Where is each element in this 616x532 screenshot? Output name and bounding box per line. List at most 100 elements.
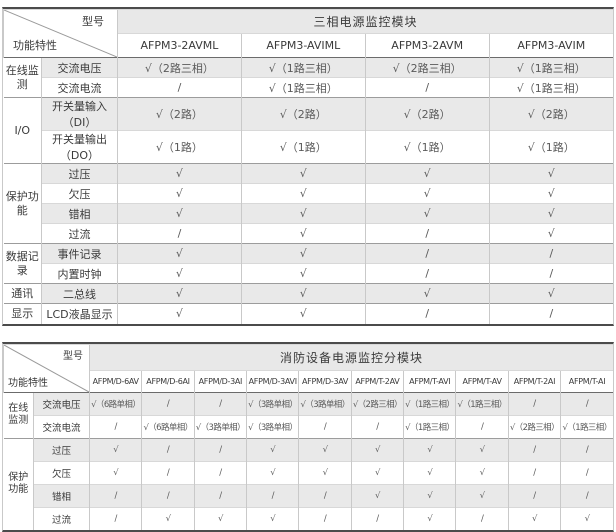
- value-cell: /: [194, 461, 246, 484]
- value-cell: √: [404, 507, 456, 530]
- table-row: 过流/√√√//√/√√: [4, 507, 614, 530]
- corner-feature-label: 功能特性: [8, 374, 48, 389]
- value-cell: /: [142, 392, 194, 415]
- column-header: AFPM3-2AVML: [118, 34, 242, 58]
- table-row: 过流/√/√: [4, 224, 614, 244]
- value-cell: √: [561, 507, 613, 530]
- column-header: AFPM/T-2AI: [508, 370, 560, 392]
- group-label: 数据记录: [4, 244, 42, 284]
- value-cell: √: [365, 284, 489, 304]
- value-cell: √（2路三相）: [118, 58, 242, 78]
- row-label: 开关量输出（DO）: [42, 131, 118, 164]
- table-title: 三相电源监控模块: [118, 10, 614, 34]
- value-cell: /: [365, 244, 489, 264]
- column-header: AFPM/T-AV: [456, 370, 508, 392]
- value-cell: √: [489, 184, 613, 204]
- value-cell: √: [241, 304, 365, 324]
- value-cell: /: [247, 484, 299, 507]
- column-header: AFPM/D-6AI: [142, 370, 194, 392]
- value-cell: /: [365, 264, 489, 284]
- value-cell: √: [456, 484, 508, 507]
- value-cell: √（6路单相）: [142, 415, 194, 438]
- value-cell: /: [561, 438, 613, 461]
- column-header: AFPM/D-3AV: [299, 370, 351, 392]
- value-cell: /: [489, 304, 613, 324]
- value-cell: √: [118, 164, 242, 184]
- value-cell: √（1路三相）: [489, 58, 613, 78]
- table-row: 开关量输出（DO）√（1路）√（1路）√（1路）√（1路）: [4, 131, 614, 164]
- row-label: 交流电压: [34, 392, 90, 415]
- value-cell: √（6路单相）: [90, 392, 142, 415]
- value-cell: /: [365, 304, 489, 324]
- group-label: 保护功能: [4, 438, 34, 530]
- value-cell: √（1路）: [118, 131, 242, 164]
- value-cell: √: [456, 438, 508, 461]
- table-row: 在线监测交流电压√（2路三相）√（1路三相）√（2路三相）√（1路三相）: [4, 58, 614, 78]
- value-cell: √（2路）: [241, 98, 365, 131]
- value-cell: √（1路三相）: [489, 78, 613, 98]
- value-cell: √: [241, 164, 365, 184]
- value-cell: √（2路三相）: [351, 392, 403, 415]
- value-cell: √: [247, 438, 299, 461]
- value-cell: /: [142, 438, 194, 461]
- table-gap: [2, 326, 614, 342]
- table-row: 错相/////√√√//: [4, 484, 614, 507]
- value-cell: /: [508, 392, 560, 415]
- value-cell: √: [404, 438, 456, 461]
- value-cell: √: [241, 184, 365, 204]
- value-cell: √: [118, 244, 242, 264]
- value-cell: /: [90, 415, 142, 438]
- value-cell: √: [365, 204, 489, 224]
- value-cell: √: [351, 461, 403, 484]
- group-label: 显示: [4, 304, 42, 324]
- value-cell: √（1路三相）: [241, 58, 365, 78]
- corner-model-label: 型号: [82, 13, 104, 29]
- group-label: 在线监测: [4, 58, 42, 98]
- column-header: AFPM/T-2AV: [351, 370, 403, 392]
- value-cell: √（2路三相）: [365, 58, 489, 78]
- value-cell: √（3路单相）: [194, 415, 246, 438]
- value-cell: √: [241, 264, 365, 284]
- value-cell: √（1路三相）: [561, 415, 613, 438]
- value-cell: /: [365, 78, 489, 98]
- value-cell: √（1路）: [489, 131, 613, 164]
- row-label: 错相: [34, 484, 90, 507]
- row-label: LCD液晶显示: [42, 304, 118, 324]
- value-cell: √: [489, 204, 613, 224]
- value-cell: /: [142, 484, 194, 507]
- row-label: 二总线: [42, 284, 118, 304]
- column-header: AFPM/D-3AI: [194, 370, 246, 392]
- value-cell: √: [489, 284, 613, 304]
- table-body: 在线监测交流电压√（6路单相）//√（3路单相）√（3路单相）√（2路三相）√（…: [4, 392, 614, 530]
- value-cell: /: [508, 461, 560, 484]
- value-cell: √: [118, 264, 242, 284]
- value-cell: √: [247, 461, 299, 484]
- value-cell: /: [561, 392, 613, 415]
- value-cell: √（1路三相）: [404, 392, 456, 415]
- value-cell: /: [508, 484, 560, 507]
- value-cell: √: [118, 284, 242, 304]
- value-cell: /: [299, 507, 351, 530]
- column-header: AFPM3-AVIML: [241, 34, 365, 58]
- value-cell: √: [90, 438, 142, 461]
- value-cell: √: [404, 484, 456, 507]
- row-label: 交流电压: [42, 58, 118, 78]
- value-cell: √: [241, 204, 365, 224]
- row-label: 错相: [42, 204, 118, 224]
- group-label: 在线监测: [4, 392, 34, 438]
- value-cell: /: [194, 392, 246, 415]
- value-cell: /: [194, 484, 246, 507]
- table-row: 保护功能过压√//√√√√√//: [4, 438, 614, 461]
- value-cell: √: [118, 304, 242, 324]
- value-cell: √: [241, 284, 365, 304]
- value-cell: √（2路）: [489, 98, 613, 131]
- value-cell: /: [351, 507, 403, 530]
- row-label: 开关量输入（DI）: [42, 98, 118, 131]
- value-cell: √（2路三相）: [508, 415, 560, 438]
- table-row: 数据记录事件记录√√//: [4, 244, 614, 264]
- row-label: 事件记录: [42, 244, 118, 264]
